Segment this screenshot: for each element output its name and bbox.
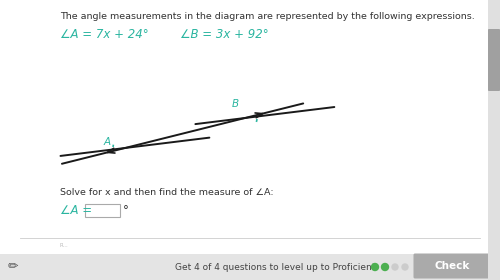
Text: A: A — [104, 137, 110, 147]
Text: °: ° — [123, 204, 129, 217]
FancyBboxPatch shape — [488, 29, 500, 91]
Text: B: B — [232, 99, 238, 109]
Text: Solve for x and then find the measure of ∠A:: Solve for x and then find the measure of… — [60, 188, 274, 197]
Text: ∠A = 7x + 24°: ∠A = 7x + 24° — [60, 28, 148, 41]
Text: Get 4 of 4 questions to level up to Proficient: Get 4 of 4 questions to level up to Prof… — [175, 263, 376, 272]
Text: The angle measurements in the diagram are represented by the following expressio: The angle measurements in the diagram ar… — [60, 12, 475, 21]
Circle shape — [382, 263, 388, 270]
Text: ∠A =: ∠A = — [60, 204, 92, 217]
FancyBboxPatch shape — [85, 204, 120, 217]
Circle shape — [372, 263, 378, 270]
Text: ∠B = 3x + 92°: ∠B = 3x + 92° — [180, 28, 268, 41]
Text: ✏: ✏ — [8, 260, 18, 274]
Text: R...: R... — [60, 243, 69, 248]
Bar — [0, 254, 500, 280]
Circle shape — [392, 264, 398, 270]
FancyBboxPatch shape — [414, 253, 492, 279]
Text: Check: Check — [434, 261, 470, 271]
Circle shape — [402, 264, 408, 270]
Bar — [488, 0, 500, 280]
